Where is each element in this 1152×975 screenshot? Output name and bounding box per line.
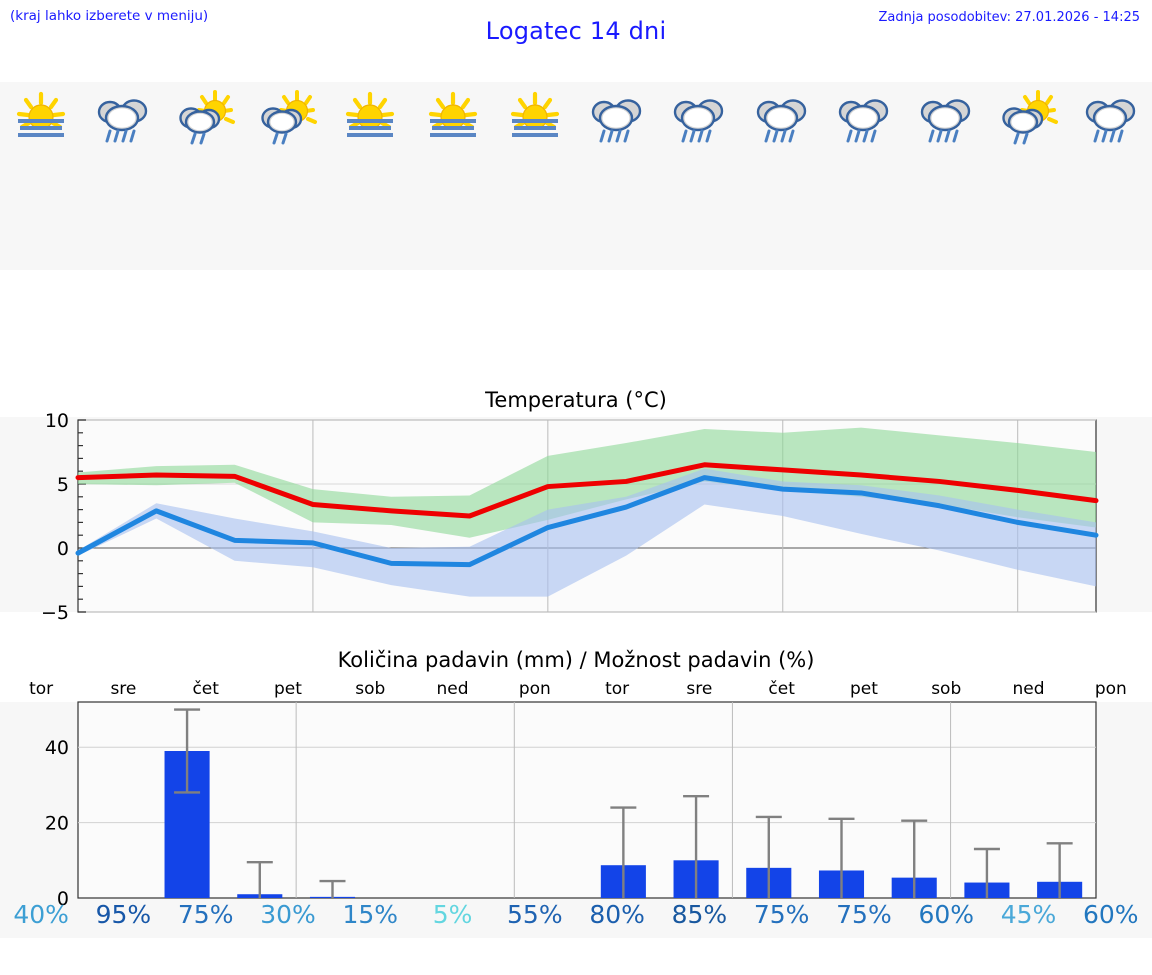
precipitation-probability-label: 75% [836,900,892,929]
precipitation-day-label: čet [192,679,219,699]
forecast-day-column[interactable] [658,82,740,270]
sun-cloud-rain-icon [992,90,1066,145]
precipitation-day-label: tor [605,679,630,699]
svg-text:5: 5 [57,474,69,496]
forecast-day-column[interactable] [1070,82,1152,270]
precipitation-day-labels: tor sre čet pet sob ned pon tor sre čet pet sob ned p… [0,678,1152,702]
precipitation-day-label: pet [849,679,878,699]
cloud-rain-icon [909,90,983,143]
forecast-day-column[interactable] [987,82,1069,270]
precipitation-probability-label: 60% [918,900,975,929]
forecast-day-column[interactable] [494,82,576,270]
forecast-day-column[interactable] [741,82,823,270]
forecast-day-column[interactable] [905,82,987,270]
precipitation-probability-label: 80% [589,900,645,929]
forecast-day-column[interactable] [823,82,905,270]
precipitation-probability-label: 15% [342,900,399,929]
sun-fog-icon [4,90,78,142]
precipitation-probability-row: 40% 95% 75% 30% 15% 5% 55% 80% 85% 75% 75% 60% 45% 60… [0,898,1152,938]
last-updated-text: Zadnja posodobitev: 27.01.2026 - 14:25 [878,10,1140,25]
sun-fog-icon [416,90,490,142]
sun-fog-icon [498,90,572,142]
sun-fog-icon [333,90,407,142]
cloud-rain-icon [662,90,736,143]
forecast-day-column[interactable] [82,82,164,270]
svg-text:10: 10 [45,410,69,432]
precipitation-day-label: sob [931,679,962,699]
menu-hint-text: (kraj lahko izberete v meniju) [10,8,209,24]
daily-forecast-strip [0,82,1152,270]
precipitation-probability-label: 60% [1083,900,1139,929]
precipitation-probability-label: 30% [260,900,316,929]
precipitation-probability-label: 45% [1000,900,1057,929]
precipitation-probability-label: 95% [95,900,152,929]
forecast-day-column[interactable] [165,82,247,270]
precipitation-day-label: čet [768,679,795,699]
precipitation-day-label: pet [274,679,302,699]
precipitation-chart-svg: 0 20 40 [45,701,1097,910]
forecast-day-column[interactable] [411,82,493,270]
temperature-chart-svg: −5 0 5 10 [41,410,1099,624]
svg-text:20: 20 [45,813,69,835]
precipitation-probability-label: 55% [507,900,563,929]
forecast-day-column[interactable] [576,82,658,270]
precipitation-day-label: sob [355,679,386,699]
forecast-day-column[interactable] [247,82,329,270]
sun-cloud-rain-icon [251,90,325,145]
forecast-day-column[interactable] [0,82,82,270]
precipitation-day-label: sre [110,679,137,699]
precipitation-day-label: ned [436,679,469,699]
precipitation-chart-section: Količina padavin (mm) / Možnost padavin … [0,640,1152,975]
precipitation-day-label: pon [1094,679,1127,699]
cloud-rain-icon [745,90,819,143]
page-title: Logatec 14 dni [485,17,667,45]
svg-text:−5: −5 [41,602,69,624]
precipitation-probability-label: 5% [432,900,473,929]
cloud-rain-icon [86,90,160,143]
precipitation-day-label: tor [29,679,54,699]
precipitation-chart-title: Količina padavin (mm) / Možnost padavin … [337,648,815,672]
svg-text:0: 0 [57,538,69,560]
temperature-chart-title: Temperatura (°C) [485,388,667,412]
page-header: (kraj lahko izberete v meniju) Logatec 1… [0,0,1152,48]
precipitation-day-label: pon [518,679,551,699]
precipitation-probability-label: 75% [177,900,234,929]
svg-text:40: 40 [45,737,69,759]
precipitation-probability-label: 75% [753,900,810,929]
forecast-day-column[interactable] [329,82,411,270]
svg-text:0: 0 [57,888,69,910]
cloud-rain-icon [580,90,654,143]
sun-cloud-rain-icon [169,90,243,145]
precipitation-probability-label: 85% [671,900,728,929]
cloud-rain-icon [827,90,901,143]
precipitation-day-label: sre [686,679,713,699]
cloud-rain-icon [1074,90,1148,143]
precipitation-day-label: ned [1012,679,1045,699]
precipitation-probability-label: 40% [13,900,69,929]
